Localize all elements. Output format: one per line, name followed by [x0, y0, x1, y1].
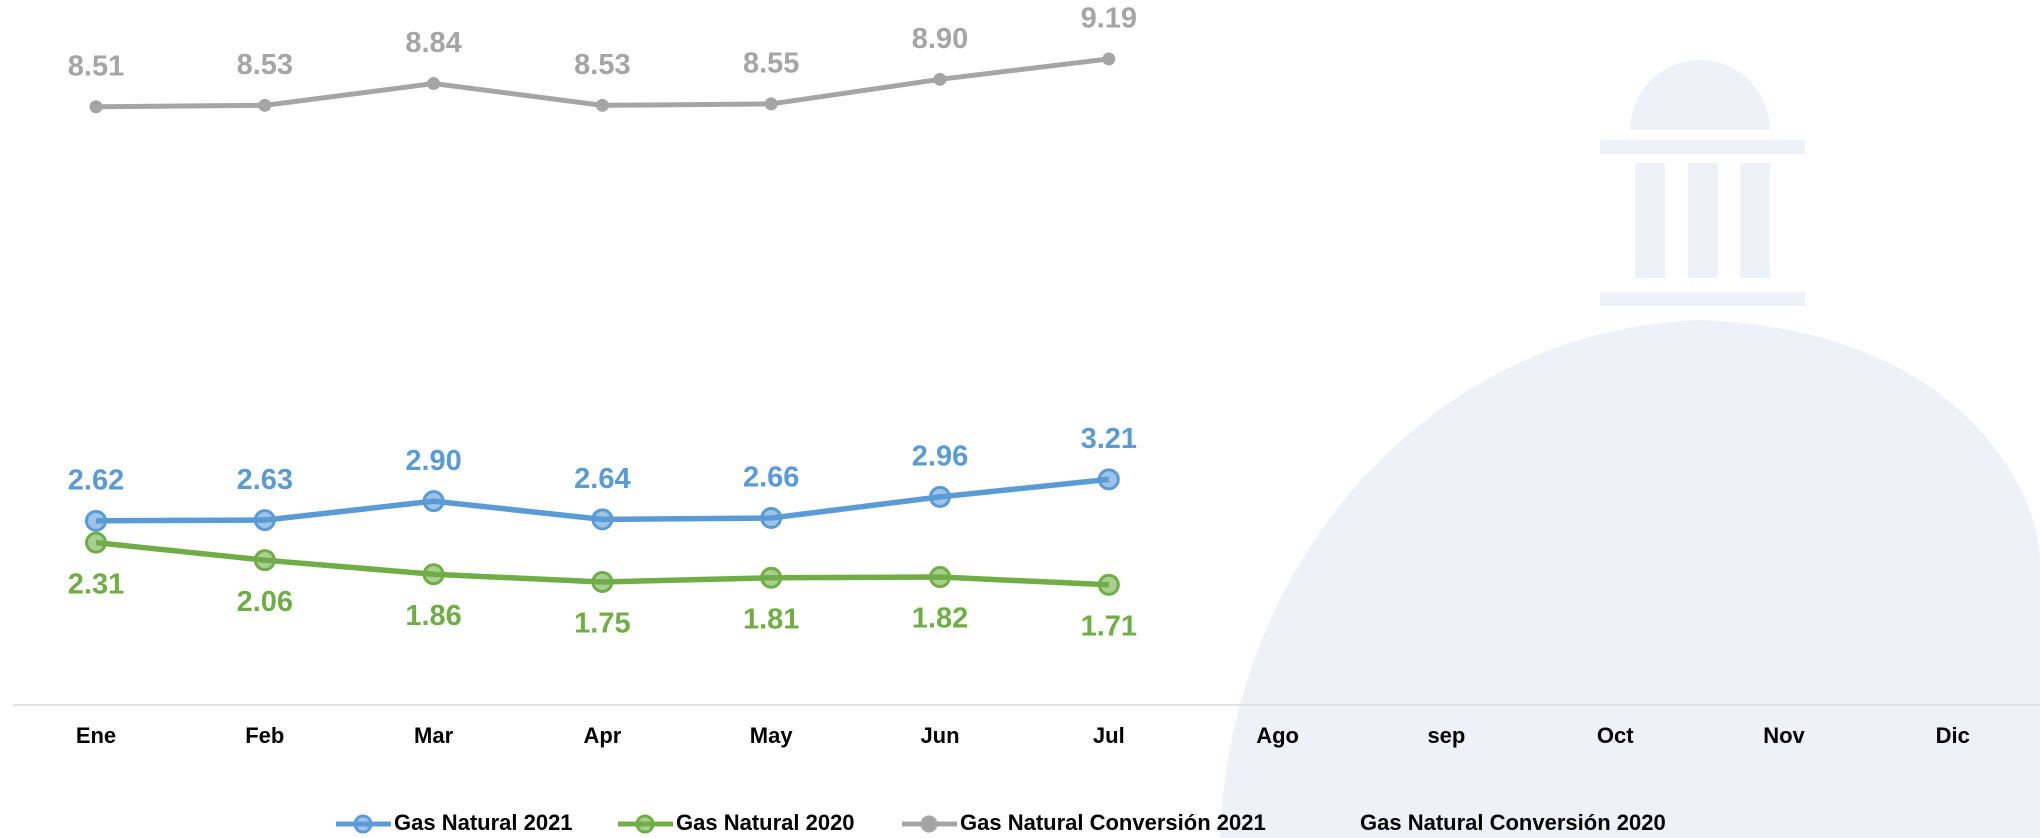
- data-label: 2.06: [237, 586, 293, 618]
- data-label: 8.84: [405, 27, 461, 59]
- data-label: 3.21: [1081, 423, 1137, 455]
- data-label: 2.63: [237, 464, 293, 496]
- data-label: 2.64: [574, 463, 630, 495]
- point: [255, 551, 274, 570]
- x-tick-label: Feb: [245, 723, 284, 748]
- data-label: 1.75: [574, 608, 630, 640]
- point: [934, 73, 947, 86]
- point: [593, 572, 612, 591]
- x-tick-label: Nov: [1763, 723, 1805, 748]
- point: [931, 568, 950, 587]
- point: [1102, 52, 1115, 65]
- data-label: 8.90: [912, 23, 968, 55]
- point: [258, 99, 271, 112]
- data-label: 2.31: [68, 568, 124, 600]
- point: [427, 77, 440, 90]
- data-label: 2.96: [912, 441, 968, 473]
- data-label: 8.51: [68, 50, 124, 82]
- point: [424, 492, 443, 511]
- legend-label: Gas Natural 2020: [676, 810, 855, 835]
- point: [424, 565, 443, 584]
- data-label: 1.81: [743, 603, 799, 635]
- x-tick-label: Jul: [1093, 723, 1125, 748]
- point: [87, 511, 106, 530]
- data-label: 8.53: [574, 49, 630, 81]
- x-tick-label: Mar: [414, 723, 454, 748]
- data-label: 8.55: [743, 48, 799, 80]
- legend-label: Gas Natural 2021: [394, 810, 573, 835]
- point: [762, 509, 781, 528]
- data-label: 2.66: [743, 462, 799, 494]
- data-label: 1.86: [405, 600, 461, 632]
- x-tick-label: Jun: [920, 723, 959, 748]
- x-tick-label: Apr: [583, 723, 621, 748]
- point: [596, 99, 609, 112]
- point: [765, 97, 778, 110]
- point: [1099, 575, 1118, 594]
- point: [931, 487, 950, 506]
- point: [762, 568, 781, 587]
- legend-marker: [637, 816, 653, 832]
- legend-label: Gas Natural Conversión 2021: [960, 810, 1266, 835]
- point: [255, 511, 274, 530]
- data-label: 2.62: [68, 464, 124, 496]
- x-tick-label: Oct: [1597, 723, 1634, 748]
- data-label: 8.53: [237, 49, 293, 81]
- data-label: 1.71: [1081, 610, 1137, 642]
- x-tick-label: Ago: [1256, 723, 1299, 748]
- legend-label: Gas Natural Conversión 2020: [1360, 810, 1666, 835]
- point: [1099, 470, 1118, 489]
- data-label: 1.82: [912, 603, 968, 635]
- point: [593, 510, 612, 529]
- point: [87, 533, 106, 552]
- watermark: [1220, 60, 2040, 838]
- legend-marker: [355, 816, 371, 832]
- data-label: 9.19: [1081, 3, 1137, 35]
- data-label: 2.90: [405, 445, 461, 477]
- x-tick-label: Dic: [1936, 723, 1970, 748]
- x-tick-label: May: [750, 723, 794, 748]
- chart: Ene Feb Mar Apr May Jun Jul Ago sep Oct Nov Dic 2.62…: [0, 0, 2040, 838]
- point: [90, 100, 103, 113]
- x-tick-label: sep: [1427, 723, 1465, 748]
- legend-marker: [922, 817, 936, 831]
- x-tick-label: Ene: [76, 723, 116, 748]
